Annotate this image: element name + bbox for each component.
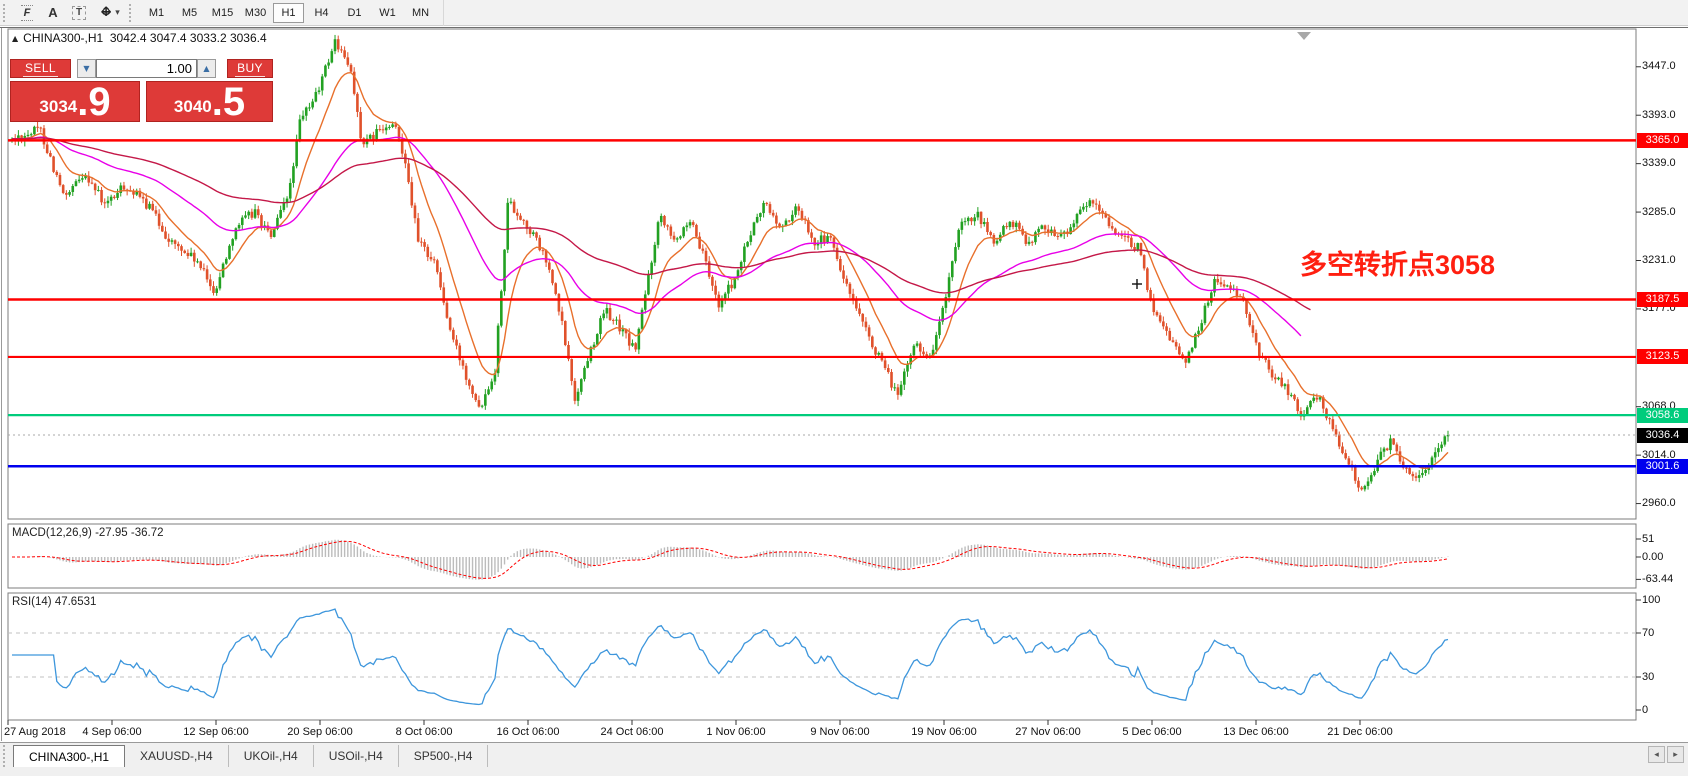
rsi-tick-label: 30 bbox=[1642, 670, 1655, 683]
price-tick-label: 3231.0 bbox=[1642, 254, 1676, 266]
chart-tab-usoil-h4[interactable]: USOil-,H4 bbox=[314, 745, 399, 767]
timeframe-toolbar: M1 M5 M15 M30 H1 H4 D1 W1 MN bbox=[140, 0, 444, 26]
current-price-badge: 3036.4 bbox=[1637, 427, 1688, 443]
window-border-top bbox=[0, 27, 1688, 28]
chart-tab-china300-h1[interactable]: CHINA300-,H1 bbox=[13, 745, 126, 767]
price-tick-label: 3285.0 bbox=[1642, 205, 1676, 218]
date-tick-label: 8 Oct 06:00 bbox=[395, 726, 453, 738]
chart-tab-bar: CHINA300-,H1 XAUUSD-,H4 UKOil-,H4 USOil-,H4… bbox=[0, 742, 1688, 776]
price-tick-label: 2960.0 bbox=[1642, 497, 1676, 510]
timeframe-button-h1[interactable]: H1 bbox=[273, 2, 304, 23]
date-tick-label: 12 Sep 06:00 bbox=[183, 726, 249, 738]
chevron-up-icon: ▲ bbox=[203, 64, 210, 73]
buy-price-box[interactable]: 3040 .5 bbox=[146, 81, 273, 122]
date-tick-label: 19 Nov 06:00 bbox=[911, 726, 977, 738]
sell-button[interactable]: SELL bbox=[10, 59, 71, 78]
chart-tab-xauusd-h4[interactable]: XAUUSD-,H4 bbox=[125, 745, 229, 767]
text-tool-icon[interactable]: A bbox=[48, 5, 58, 20]
symbol-title: ▲ CHINA300-,H1 3042.4 3047.4 3033.2 3036.… bbox=[12, 31, 267, 45]
timeframe-button-w1[interactable]: W1 bbox=[379, 6, 396, 19]
chart-tabs: CHINA300-,H1 XAUUSD-,H4 UKOil-,H4 USOil-,H4… bbox=[13, 745, 489, 767]
symbol-ohlc-text: CHINA300-,H1 3042.4 3047.4 3033.2 3036.4 bbox=[23, 31, 267, 45]
top-toolbar: F A T ↔ ↕ ▾ M1 M5 M15 M30 H1 H4 D1 W1 MN bbox=[0, 0, 1688, 26]
date-tick-label: 27 Nov 06:00 bbox=[1015, 726, 1081, 738]
macd-tick-label: 51 bbox=[1642, 532, 1655, 545]
chart-tab-sp500-h4[interactable]: SP500-,H4 bbox=[399, 745, 489, 767]
date-tick-label: 16 Oct 06:00 bbox=[496, 726, 560, 738]
price-tick-label: 3393.0 bbox=[1642, 108, 1676, 121]
date-tick-label: 9 Nov 06:00 bbox=[810, 726, 870, 738]
volume-input[interactable] bbox=[96, 59, 197, 78]
date-tick-label: 24 Oct 06:00 bbox=[600, 726, 664, 738]
price-tick-label: 3447.0 bbox=[1642, 60, 1676, 73]
tab-scroll-buttons: ◂ ▸ bbox=[1648, 746, 1684, 763]
sell-price-main: 3034 bbox=[39, 97, 78, 116]
date-tick-label: 5 Dec 06:00 bbox=[1122, 726, 1182, 738]
rsi-tick-label: 0 bbox=[1642, 703, 1649, 716]
date-tick-label: 1 Nov 06:00 bbox=[706, 726, 766, 738]
timeframe-button-m30[interactable]: M30 bbox=[244, 6, 267, 19]
sell-button-label: SELL bbox=[23, 60, 58, 77]
level-price-badge: 3187.5 bbox=[1637, 292, 1688, 308]
rsi-tick-label: 70 bbox=[1642, 626, 1655, 639]
level-price-badge: 3365.0 bbox=[1637, 132, 1688, 148]
level-price-badge: 3123.5 bbox=[1637, 349, 1688, 365]
text-label-tool-icon[interactable]: T bbox=[66, 2, 92, 24]
drawing-tools-group: F A T ↔ ↕ ▾ bbox=[14, 2, 126, 24]
tab-scroll-left-button[interactable]: ◂ bbox=[1648, 746, 1665, 763]
fibonacci-retracement-tool-icon[interactable]: F bbox=[14, 2, 40, 24]
macd-tick-label: 0.00 bbox=[1642, 550, 1664, 563]
chart-tab-ukoil-h4[interactable]: UKOil-,H4 bbox=[229, 745, 314, 767]
chart-shift-marker-icon[interactable] bbox=[1297, 32, 1311, 40]
collapse-arrow-icon[interactable]: ▲ bbox=[12, 33, 19, 43]
buy-button[interactable]: BUY bbox=[227, 59, 273, 78]
date-tick-label: 4 Sep 06:00 bbox=[82, 726, 142, 738]
window-border-left bbox=[1, 28, 2, 741]
sell-price-box[interactable]: 3034 .9 bbox=[10, 81, 140, 122]
price-tick-label: 3014.0 bbox=[1642, 448, 1676, 461]
pivot-annotation-text: 多空转折点3058 bbox=[1300, 250, 1496, 280]
toolbar-grip[interactable] bbox=[3, 3, 8, 22]
timeframe-button-h4[interactable]: H4 bbox=[314, 6, 329, 19]
date-tick-label: 27 Aug 2018 bbox=[4, 726, 66, 738]
buy-price-main: 3040 bbox=[173, 97, 212, 116]
price-tick-label: 3339.0 bbox=[1642, 157, 1676, 170]
level-price-badge: 3001.6 bbox=[1637, 458, 1688, 474]
level-price-badge: 3058.6 bbox=[1637, 407, 1688, 423]
date-tick-label: 21 Dec 06:00 bbox=[1327, 726, 1393, 738]
date-tick-label: 20 Sep 06:00 bbox=[287, 726, 353, 738]
rsi-label: RSI(14) 47.6531 bbox=[12, 596, 97, 608]
sell-price-fraction: .9 bbox=[77, 80, 111, 124]
timeframe-button-m1[interactable]: M1 bbox=[148, 6, 165, 19]
arrows-tool-icon[interactable]: ↔ ↕ ▾ bbox=[100, 4, 120, 20]
timeframe-button-mn[interactable]: MN bbox=[411, 6, 430, 19]
buy-price-fraction: .5 bbox=[211, 80, 246, 124]
buy-button-label: BUY bbox=[235, 60, 265, 77]
volume-decrease-button[interactable]: ▼ bbox=[77, 59, 96, 78]
tab-scroll-right-button[interactable]: ▸ bbox=[1667, 746, 1684, 763]
tabbar-grip bbox=[3, 745, 9, 767]
timeframe-button-m5[interactable]: M5 bbox=[181, 6, 198, 19]
date-tick-label: 13 Dec 06:00 bbox=[1223, 726, 1289, 738]
timeframe-button-m15[interactable]: M15 bbox=[211, 6, 234, 19]
toolbar-separator bbox=[129, 3, 134, 22]
chevron-down-icon: ▼ bbox=[83, 64, 90, 73]
macd-label: MACD(12,26,9) -27.95 -36.72 bbox=[12, 527, 164, 539]
volume-increase-button[interactable]: ▲ bbox=[197, 59, 216, 78]
macd-tick-label: -63.44 bbox=[1642, 572, 1674, 585]
rsi-tick-label: 100 bbox=[1642, 593, 1661, 606]
timeframe-button-d1[interactable]: D1 bbox=[347, 6, 362, 19]
